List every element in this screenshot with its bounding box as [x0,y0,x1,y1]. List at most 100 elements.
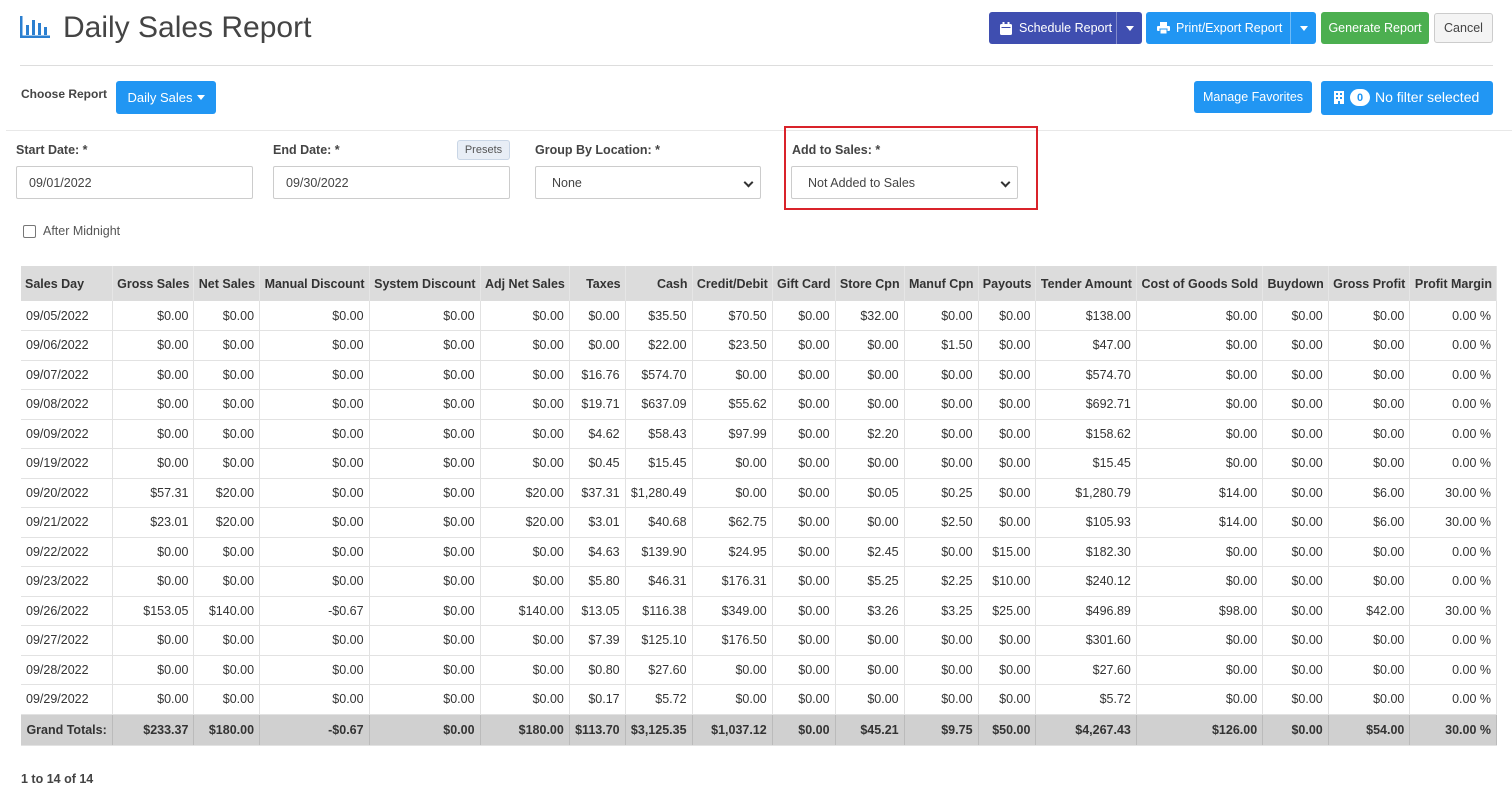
column-header[interactable]: Cost of Goods Sold [1136,266,1264,301]
report-select-label: Daily Sales [127,90,193,105]
presets-button[interactable]: Presets [457,140,510,160]
table-cell: $98.00 [1136,596,1264,626]
add-to-sales-select[interactable]: Not Added to Sales [791,166,1018,199]
table-cell: $0.00 [369,537,481,567]
table-row: 09/19/2022 $0.00 $0.00 $0.00 $0.00 $0.00 $0.45… [21,448,1497,479]
table-cell: 0.00 % [1409,684,1497,715]
totals-cell: 30.00 % [1409,714,1497,746]
table-cell: $0.00 [1262,507,1329,538]
table-cell: 0.00 % [1409,537,1497,567]
table-cell: $0.00 [480,301,570,331]
column-header[interactable]: Gross Sales [112,266,195,301]
print-export-button[interactable]: Print/Export Report [1146,12,1316,44]
column-header[interactable]: Tender Amount [1035,266,1137,301]
report-select-button[interactable]: Daily Sales [116,81,216,114]
column-header[interactable]: System Discount [369,266,481,301]
end-date-input[interactable]: 09/30/2022 [273,166,510,199]
table-cell: $0.00 [1262,566,1329,597]
table-cell: $0.00 [259,448,370,479]
table-cell: $0.00 [569,330,626,361]
table-cell: $4.62 [569,419,626,449]
print-dropdown-toggle[interactable] [1290,12,1316,44]
table-cell: 09/22/2022 [21,537,113,567]
table-cell: $23.01 [112,507,195,538]
table-cell: $0.00 [904,625,979,656]
table-cell: $0.45 [569,448,626,479]
table-cell: $6.00 [1328,478,1411,508]
column-header[interactable]: Taxes [569,266,626,301]
table-cell: $0.00 [193,566,261,597]
table-cell: $42.00 [1328,596,1411,626]
table-cell: $0.00 [1262,360,1329,390]
table-cell: $14.00 [1136,507,1264,538]
table-cell: $0.00 [978,625,1037,656]
column-header[interactable]: Cash [625,266,693,301]
group-by-location-select[interactable]: None [535,166,761,199]
totals-cell: $0.00 [1262,714,1329,746]
column-header[interactable]: Store Cpn [835,266,905,301]
column-header[interactable]: Sales Day [21,266,113,301]
schedule-dropdown-toggle[interactable] [1116,12,1142,44]
table-cell: $27.60 [625,655,693,685]
column-header[interactable]: Manuf Cpn [904,266,979,301]
table-cell: $0.00 [904,389,979,420]
column-header[interactable]: Gross Profit [1328,266,1411,301]
column-header[interactable]: Payouts [978,266,1037,301]
table-body: 09/05/2022 $0.00 $0.00 $0.00 $0.00 $0.00 $0.00… [21,301,1497,746]
column-header[interactable]: Credit/Debit [692,266,773,301]
table-cell: $0.00 [259,507,370,538]
generate-report-button[interactable]: Generate Report [1321,12,1429,44]
table-cell: 09/27/2022 [21,625,113,656]
table-cell: $140.00 [480,596,570,626]
manage-favorites-button[interactable]: Manage Favorites [1194,81,1312,113]
table-cell: $0.00 [772,684,836,715]
column-header[interactable]: Profit Margin [1409,266,1497,301]
table-cell: $0.00 [1262,596,1329,626]
table-cell: 09/21/2022 [21,507,113,538]
column-header[interactable]: Net Sales [193,266,261,301]
table-cell: $0.00 [692,360,773,390]
table-cell: $0.00 [978,419,1037,449]
location-filter-button[interactable]: 0 No filter selected [1321,81,1493,115]
table-cell: $2.50 [904,507,979,538]
column-header[interactable]: Buydown [1262,266,1329,301]
table-cell: $0.00 [112,537,195,567]
table-cell: $0.80 [569,655,626,685]
table-row: 09/08/2022 $0.00 $0.00 $0.00 $0.00 $0.00 $19.7… [21,389,1497,420]
table-cell: 0.00 % [1409,301,1497,331]
table-cell: 09/07/2022 [21,360,113,390]
start-date-input[interactable]: 09/01/2022 [16,166,253,199]
table-cell: $0.00 [1262,448,1329,479]
column-header[interactable]: Adj Net Sales [480,266,570,301]
table-cell: $20.00 [480,478,570,508]
table-cell: $55.62 [692,389,773,420]
column-header[interactable]: Gift Card [772,266,836,301]
cancel-button[interactable]: Cancel [1434,13,1493,43]
table-cell: $0.00 [1136,655,1264,685]
bar-chart-icon [20,16,50,38]
table-cell: $0.00 [1262,537,1329,567]
table-cell: $0.00 [1136,330,1264,361]
table-cell: 0.00 % [1409,448,1497,479]
table-cell: $138.00 [1035,301,1137,331]
schedule-report-button[interactable]: Schedule Report [989,12,1142,44]
table-cell: $574.70 [625,360,693,390]
table-cell: $0.00 [1136,301,1264,331]
table-cell: $27.60 [1035,655,1137,685]
table-cell: $0.00 [112,655,195,685]
table-cell: $0.00 [772,596,836,626]
sales-report-table: Sales Day Gross Sales Net Sales Manual Disc… [21,266,1497,746]
after-midnight-label: After Midnight [43,224,121,238]
table-cell: $0.00 [1328,330,1411,361]
table-row: 09/28/2022 $0.00 $0.00 $0.00 $0.00 $0.00 $0.80… [21,655,1497,685]
column-header[interactable]: Manual Discount [259,266,370,301]
table-cell: $158.62 [1035,419,1137,449]
table-cell: $0.00 [978,478,1037,508]
table-cell: $0.00 [1328,448,1411,479]
table-cell: $0.00 [978,507,1037,538]
after-midnight-checkbox[interactable] [23,225,36,238]
table-cell: $0.00 [193,360,261,390]
table-cell: 09/20/2022 [21,478,113,508]
table-cell: $5.25 [835,566,905,597]
caret-down-icon [1125,25,1134,31]
